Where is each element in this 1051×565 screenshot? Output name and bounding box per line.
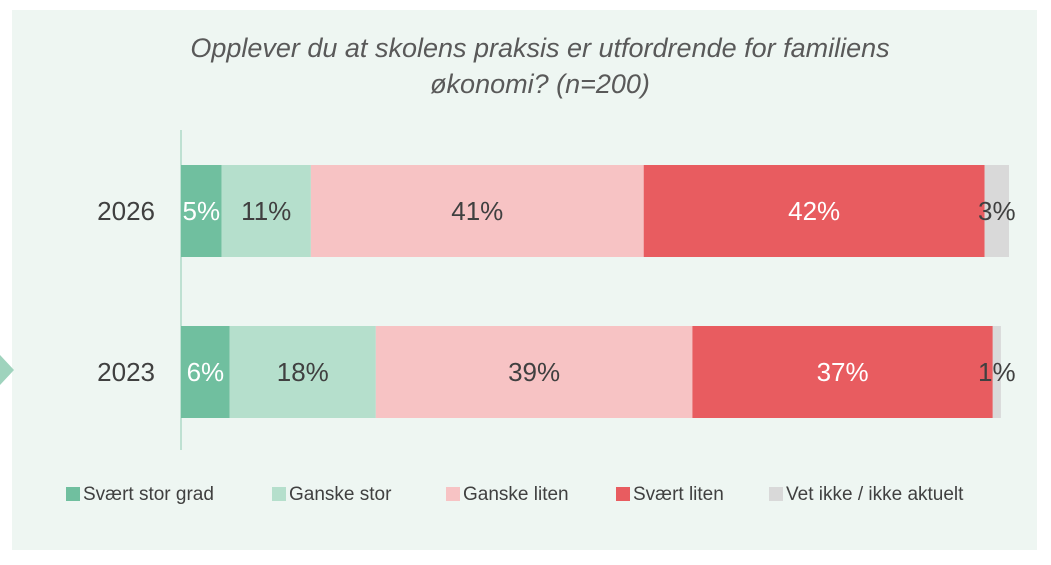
bar-segment	[229, 326, 376, 418]
arrow	[0, 355, 14, 385]
legend-swatch	[616, 487, 630, 501]
y-tick-label: 2026	[97, 196, 155, 226]
chart-title: Opplever du at skolens praksis er utford…	[190, 33, 890, 99]
legend-label: Ganske stor	[289, 484, 392, 505]
bar-segment	[992, 326, 1001, 418]
bar-segment	[181, 326, 230, 418]
bar-segment	[984, 165, 1009, 257]
legend-label: Vet ikke / ikke aktuelt	[786, 484, 964, 505]
panel	[12, 10, 1037, 550]
data-label: 5%	[183, 196, 221, 226]
data-label: 18%	[277, 357, 329, 387]
data-label: 37%	[817, 357, 869, 387]
legend-swatch	[272, 487, 286, 501]
bar-segment	[221, 165, 311, 257]
y-tick-label: 2023	[97, 357, 155, 387]
legend-swatch	[446, 487, 460, 501]
data-label: 41%	[451, 196, 503, 226]
data-label: 42%	[788, 196, 840, 226]
bar-segment	[643, 165, 985, 257]
legend-swatch	[769, 487, 783, 501]
data-label: 6%	[187, 357, 225, 387]
legend-label: Ganske liten	[463, 484, 569, 505]
bar-segment	[692, 326, 993, 418]
data-label: 3%	[978, 196, 1016, 226]
bar-segment	[375, 326, 693, 418]
data-label: 39%	[508, 357, 560, 387]
data-label: 11%	[241, 196, 291, 226]
bar-segment	[181, 165, 222, 257]
legend-label: Svært liten	[633, 484, 724, 505]
legend-label: Svært stor grad	[83, 484, 214, 505]
bar-segment	[310, 165, 644, 257]
legend-swatch	[66, 487, 80, 501]
data-label: 1%	[978, 357, 1016, 387]
